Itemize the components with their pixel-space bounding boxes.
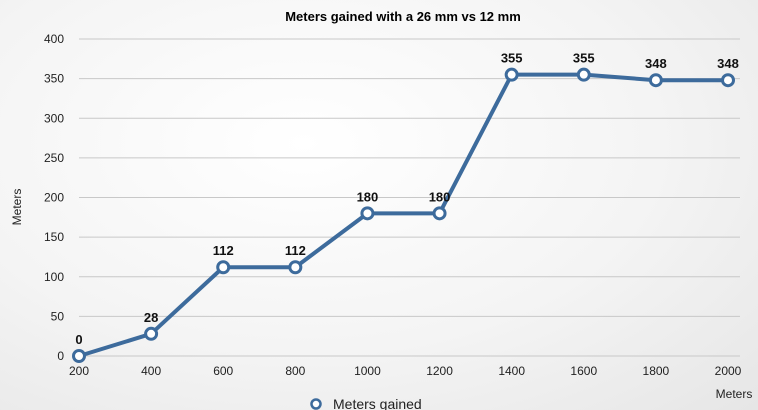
data-point [216,260,231,275]
chart-title: Meters gained with a 26 mm vs 12 mm [285,9,521,24]
x-tick-label: 2000 [715,364,742,378]
y-axis-ticks: 0 50 100 150 200 250 300 350 400 [44,32,64,363]
legend-marker-icon [310,398,322,410]
x-tick-label: 400 [141,364,161,378]
data-point [72,349,86,363]
grid-lines [79,38,740,357]
data-point [504,67,519,82]
data-label: 348 [645,56,667,71]
y-tick-label: 0 [57,349,64,363]
data-label: 355 [573,51,595,66]
x-tick-label: 1600 [570,364,597,378]
x-tick-label: 200 [69,364,89,378]
y-tick-label: 350 [44,72,64,86]
x-tick-label: 1400 [498,364,525,378]
data-point [576,67,591,82]
data-point [360,206,375,221]
x-tick-label: 1000 [354,364,381,378]
x-axis-label: Meters [716,387,753,401]
y-tick-label: 400 [44,32,64,46]
y-tick-label: 200 [44,191,64,205]
x-tick-label: 600 [213,364,233,378]
data-point [648,73,663,88]
data-label: 112 [213,243,234,258]
y-axis-label: Meters [10,189,24,226]
data-label: 28 [144,310,158,325]
data-label: 112 [285,243,306,258]
x-tick-label: 1200 [426,364,453,378]
data-point [721,73,735,88]
y-tick-label: 50 [51,309,65,323]
legend: Meters gained [310,396,422,410]
series-meters-gained [72,67,735,363]
y-tick-label: 150 [44,230,64,244]
data-label: 0 [75,332,82,347]
data-point [288,260,303,275]
series-line [78,72,728,358]
x-tick-label: 1800 [643,364,670,378]
data-labels: 0 28 112 112 180 180 355 355 348 348 [75,51,738,347]
data-label: 180 [429,189,451,204]
data-label: 348 [717,56,739,71]
data-point [432,206,447,221]
x-axis-ticks: 200 400 600 800 1000 1200 1400 1600 1800 2000 [69,364,742,378]
y-tick-label: 300 [44,111,64,125]
x-tick-label: 800 [285,364,305,378]
data-label: 355 [501,51,523,66]
data-point [144,326,159,341]
legend-label: Meters gained [333,396,422,410]
y-tick-label: 100 [44,270,64,284]
data-label: 180 [357,189,379,204]
y-tick-label: 250 [44,151,64,165]
